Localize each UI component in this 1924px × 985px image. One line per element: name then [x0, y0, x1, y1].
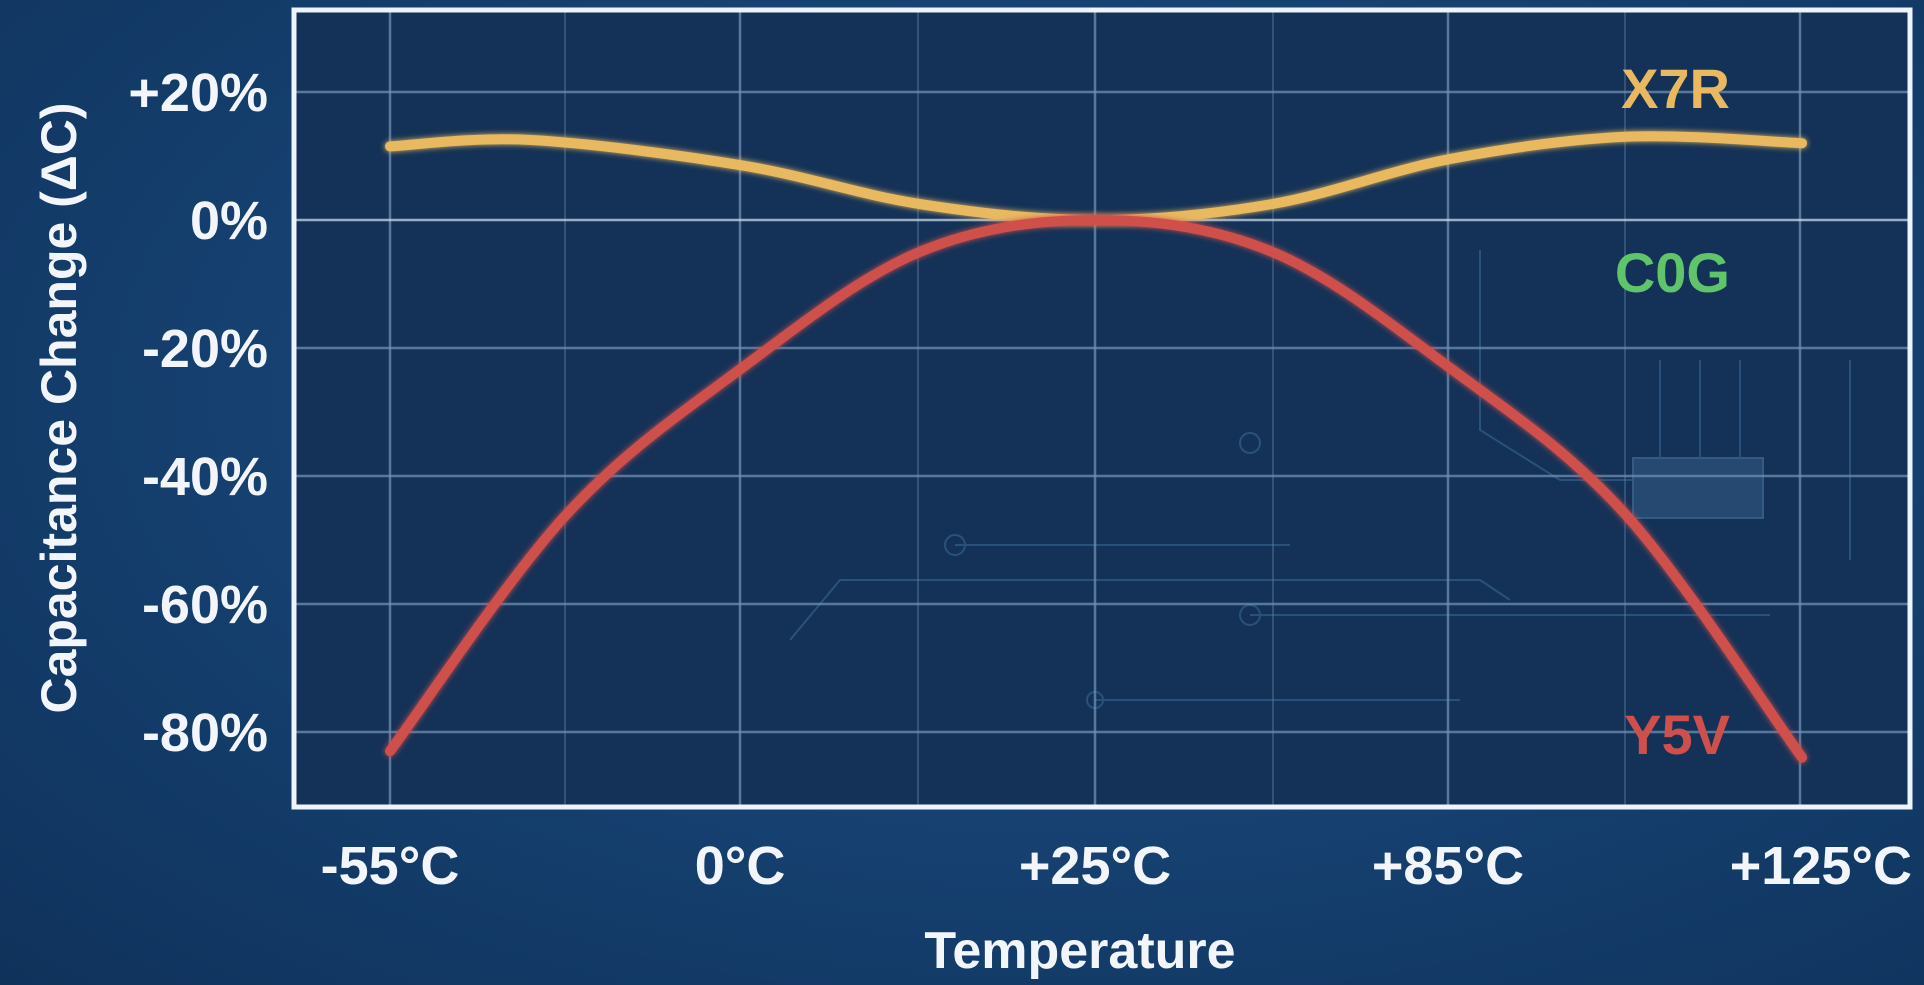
series-label-c0g: C0G: [1615, 241, 1730, 304]
y-axis-label: Capacitance Change (ΔC): [31, 102, 87, 713]
series: [385, 131, 1807, 763]
plot-area: [294, 10, 1910, 807]
series-line-y5v: [385, 214, 1807, 763]
series-label-y5v: Y5V: [1624, 703, 1730, 766]
y-tick-label: -40%: [142, 447, 268, 507]
y-tick-label: -80%: [142, 703, 268, 763]
series-labels: X7R C0G Y5V: [1615, 57, 1730, 766]
y-tick-label: 0%: [190, 191, 268, 251]
plot-frame: [291, 7, 1913, 810]
circuit-decoration: [789, 250, 1851, 709]
x-axis-ticks: -55°C 0°C +25°C +85°C +125°C: [321, 836, 1912, 896]
x-tick-label: +85°C: [1372, 836, 1524, 896]
y-tick-label: -60%: [142, 575, 268, 635]
x-axis-label: Temperature: [924, 922, 1235, 980]
x-tick-label: 0°C: [695, 836, 786, 896]
y-axis-ticks: +20% 0% -20% -40% -60% -80%: [128, 63, 268, 763]
x-tick-label: +25°C: [1019, 836, 1171, 896]
series-label-x7r: X7R: [1621, 57, 1730, 120]
x-tick-label: -55°C: [321, 836, 460, 896]
y-tick-label: -20%: [142, 319, 268, 379]
y-tick-label: +20%: [128, 63, 268, 123]
x-tick-label: +125°C: [1730, 836, 1912, 896]
